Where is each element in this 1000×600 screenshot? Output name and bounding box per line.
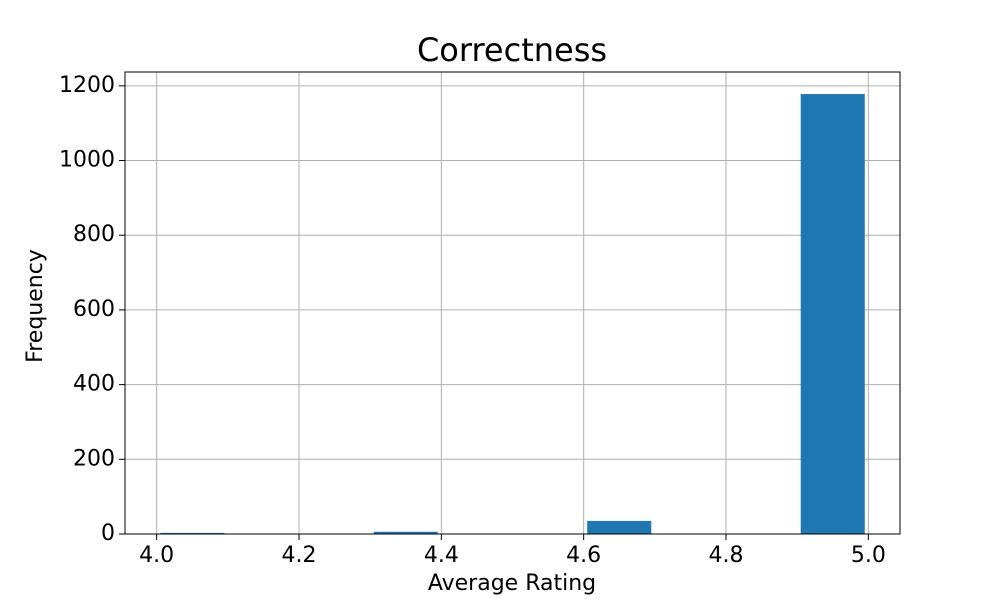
y-tick-label: 0 bbox=[101, 521, 115, 546]
x-tick-label: 4.0 bbox=[139, 543, 174, 568]
bar bbox=[800, 94, 865, 534]
x-tick-label: 4.8 bbox=[708, 543, 743, 568]
y-tick-label: 600 bbox=[73, 297, 115, 322]
y-tick-label: 200 bbox=[73, 446, 115, 471]
y-tick-label: 1000 bbox=[59, 148, 115, 173]
x-tick-label: 4.2 bbox=[282, 543, 317, 568]
x-tick-label: 5.0 bbox=[851, 543, 886, 568]
bar bbox=[587, 520, 652, 534]
bar bbox=[160, 532, 225, 534]
y-tick-label: 800 bbox=[73, 222, 115, 247]
chart-title: Correctness bbox=[417, 31, 607, 69]
x-tick-label: 4.4 bbox=[424, 543, 459, 568]
x-tick-label: 4.6 bbox=[566, 543, 601, 568]
bar bbox=[373, 531, 438, 534]
y-tick-label: 400 bbox=[73, 372, 115, 397]
plot-frame bbox=[124, 71, 901, 535]
x-axis-label: Average Rating bbox=[428, 571, 596, 596]
y-axis-label: Frequency bbox=[23, 249, 48, 363]
y-tick-label: 1200 bbox=[59, 73, 115, 98]
